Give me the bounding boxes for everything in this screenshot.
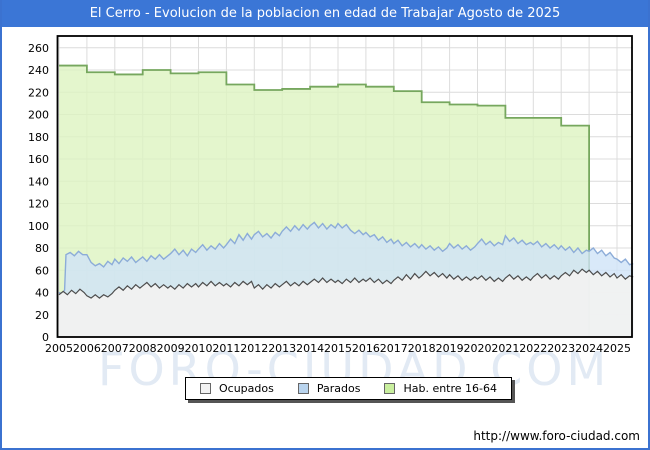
svg-text:20: 20: [35, 309, 49, 322]
svg-text:0: 0: [42, 331, 49, 344]
svg-text:2016: 2016: [352, 342, 380, 355]
svg-text:140: 140: [28, 175, 49, 188]
svg-text:2011: 2011: [212, 342, 240, 355]
svg-text:2021: 2021: [491, 342, 519, 355]
svg-text:2017: 2017: [380, 342, 408, 355]
legend: Ocupados Parados Hab. entre 16-64: [185, 377, 513, 400]
svg-text:240: 240: [28, 64, 49, 77]
legend-item-ocupados: Ocupados: [200, 382, 274, 395]
svg-text:180: 180: [28, 131, 49, 144]
svg-text:40: 40: [35, 287, 49, 300]
svg-text:2022: 2022: [519, 342, 547, 355]
svg-text:160: 160: [28, 153, 49, 166]
svg-text:2005: 2005: [45, 342, 73, 355]
svg-text:2012: 2012: [240, 342, 268, 355]
svg-text:2015: 2015: [324, 342, 352, 355]
hab-16-64-swatch: [384, 383, 396, 394]
svg-text:220: 220: [28, 86, 49, 99]
svg-text:2009: 2009: [157, 342, 185, 355]
svg-text:200: 200: [28, 109, 49, 122]
ocupados-label: Ocupados: [219, 382, 274, 395]
title-bar: El Cerro - Evolucion de la poblacion en …: [2, 0, 648, 27]
svg-text:120: 120: [28, 198, 49, 211]
x-axis-labels: 2005 2006 2007 2008 2009 2010 2011 2012 2013 2014…: [45, 342, 631, 355]
svg-text:80: 80: [35, 242, 49, 255]
parados-label: Parados: [316, 382, 361, 395]
legend-item-hab-16-64: Hab. entre 16-64: [384, 382, 497, 395]
svg-text:100: 100: [28, 220, 49, 233]
svg-text:2025: 2025: [603, 342, 631, 355]
svg-text:2024: 2024: [575, 342, 603, 355]
svg-text:260: 260: [28, 42, 49, 55]
legend-item-parados: Parados: [297, 382, 361, 395]
series-ocupados-area: [59, 269, 634, 337]
svg-text:2019: 2019: [436, 342, 464, 355]
svg-text:2008: 2008: [129, 342, 157, 355]
svg-text:2023: 2023: [547, 342, 575, 355]
chart-title: El Cerro - Evolucion de la poblacion en …: [89, 6, 561, 21]
svg-text:2014: 2014: [296, 342, 324, 355]
y-axis-labels: 0 20 40 60 80 100 120 140 160 180 200 220 240 260: [28, 42, 49, 344]
hab-16-64-label: Hab. entre 16-64: [403, 382, 498, 395]
plot-border: [56, 35, 633, 338]
series-ocupados-line: [58, 268, 634, 299]
svg-text:2006: 2006: [73, 342, 101, 355]
series-parados-line: [58, 221, 634, 295]
site-url[interactable]: http://www.foro-ciudad.com: [473, 429, 640, 443]
series-hab-16-64-line: [59, 64, 590, 337]
svg-text:2007: 2007: [101, 342, 129, 355]
svg-text:2018: 2018: [408, 342, 436, 355]
svg-text:2020: 2020: [464, 342, 492, 355]
svg-text:2013: 2013: [268, 342, 296, 355]
svg-text:60: 60: [35, 264, 49, 277]
svg-text:2010: 2010: [185, 342, 213, 355]
ocupados-swatch: [200, 383, 211, 394]
parados-swatch: [297, 383, 309, 394]
